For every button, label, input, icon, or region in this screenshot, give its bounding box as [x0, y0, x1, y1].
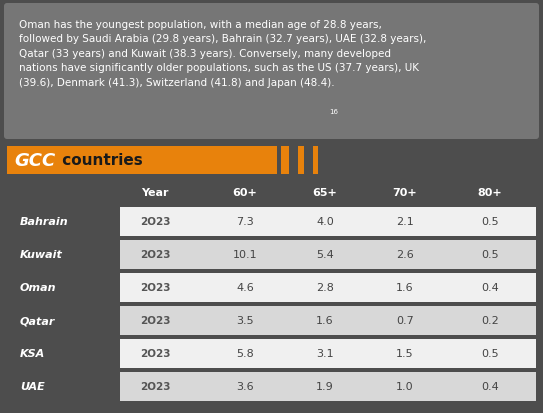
Text: KSA: KSA — [20, 349, 45, 358]
Text: 60+: 60+ — [232, 188, 257, 197]
Bar — [120, 240, 536, 269]
Text: 3.5: 3.5 — [236, 316, 254, 326]
Text: 80+: 80+ — [478, 188, 502, 197]
Text: 2O23: 2O23 — [140, 217, 171, 227]
Text: 2O23: 2O23 — [140, 382, 171, 392]
Text: 3.6: 3.6 — [236, 382, 254, 392]
Text: Bahrain: Bahrain — [20, 217, 68, 227]
Text: 16: 16 — [329, 109, 338, 115]
Text: 10.1: 10.1 — [233, 250, 257, 260]
Text: 1.0: 1.0 — [396, 382, 414, 392]
Text: Oman: Oman — [20, 283, 56, 293]
Bar — [120, 306, 536, 335]
Text: GCC: GCC — [14, 152, 55, 170]
Bar — [313, 147, 318, 175]
Text: 2O23: 2O23 — [140, 283, 171, 293]
Bar — [7, 147, 277, 175]
Text: 2O23: 2O23 — [140, 316, 171, 326]
Text: 1.9: 1.9 — [316, 382, 334, 392]
Text: 1.5: 1.5 — [396, 349, 414, 358]
Bar — [120, 339, 536, 368]
Text: 2.1: 2.1 — [396, 217, 414, 227]
Text: 0.5: 0.5 — [481, 250, 499, 260]
Text: 5.4: 5.4 — [316, 250, 334, 260]
Text: 0.7: 0.7 — [396, 316, 414, 326]
Text: 1.6: 1.6 — [316, 316, 334, 326]
Text: UAE: UAE — [20, 382, 45, 392]
Text: Qatar: Qatar — [20, 316, 55, 326]
Text: 5.8: 5.8 — [236, 349, 254, 358]
Bar — [120, 372, 536, 401]
Bar — [120, 207, 536, 236]
Text: 4.6: 4.6 — [236, 283, 254, 293]
Text: 1.6: 1.6 — [396, 283, 414, 293]
Text: 0.4: 0.4 — [481, 283, 499, 293]
Text: 4.0: 4.0 — [316, 217, 334, 227]
Text: 2O23: 2O23 — [140, 250, 171, 260]
Text: 0.4: 0.4 — [481, 382, 499, 392]
Text: 0.5: 0.5 — [481, 349, 499, 358]
Text: Oman has the youngest population, with a median age of 28.8 years,
followed by S: Oman has the youngest population, with a… — [19, 20, 426, 88]
Bar — [298, 147, 304, 175]
Text: countries: countries — [57, 153, 143, 168]
Text: Kuwait: Kuwait — [20, 250, 63, 260]
Bar — [120, 273, 536, 302]
Text: 2.8: 2.8 — [316, 283, 334, 293]
Text: 0.2: 0.2 — [481, 316, 499, 326]
Text: 70+: 70+ — [393, 188, 418, 197]
Text: 3.1: 3.1 — [316, 349, 334, 358]
Text: 65+: 65+ — [313, 188, 337, 197]
Text: Year: Year — [141, 188, 169, 197]
FancyBboxPatch shape — [4, 4, 539, 140]
Text: 2.6: 2.6 — [396, 250, 414, 260]
Text: 0.5: 0.5 — [481, 217, 499, 227]
Text: 2O23: 2O23 — [140, 349, 171, 358]
Bar — [291, 147, 296, 175]
Bar — [281, 147, 289, 175]
Text: 7.3: 7.3 — [236, 217, 254, 227]
Bar — [306, 147, 311, 175]
